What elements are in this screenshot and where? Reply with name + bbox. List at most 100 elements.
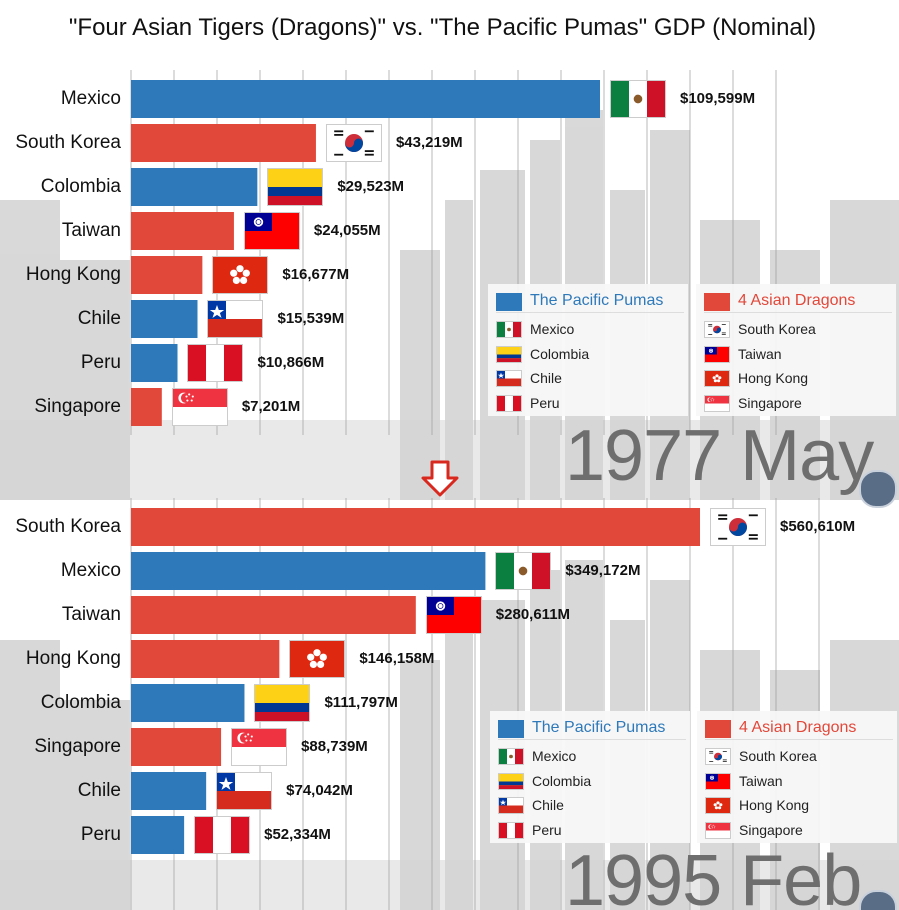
category-label-chile: Chile	[77, 780, 121, 801]
legend-swatch-dragons	[704, 293, 730, 311]
flag-singapore-icon	[231, 728, 288, 766]
legend-label: Hong Kong	[739, 797, 810, 813]
down-arrow-icon	[421, 460, 459, 497]
bar-taiwan	[131, 212, 234, 250]
bar-south-korea	[131, 124, 316, 162]
legend-item-mexico: Mexico	[496, 320, 686, 338]
chart-1977: Mexico $109,599M South Korea $43,219M Colomb…	[0, 70, 899, 508]
flag-peru-icon	[194, 816, 251, 854]
legend-item-hong-kong: Hong Kong	[704, 369, 894, 387]
category-label-hong-kong: Hong Kong	[25, 264, 121, 285]
flag-chile-icon	[498, 797, 524, 814]
category-label-taiwan: Taiwan	[61, 604, 121, 625]
legend-dragons: 4 Asian Dragons South Korea Taiwan Hong Ko…	[697, 711, 897, 843]
category-label-hong-kong: Hong Kong	[25, 648, 121, 669]
legend-label: Peru	[530, 394, 560, 411]
value-label-peru: $10,866M	[257, 354, 325, 371]
flag-mexico-icon	[495, 552, 552, 590]
bar-peru	[131, 344, 178, 382]
flag-mexico-icon	[610, 80, 666, 118]
flag-singapore-icon	[705, 821, 731, 839]
legend-pumas: The Pacific Pumas Mexico Colombia Chile Per…	[490, 711, 690, 843]
flag-colombia-icon	[498, 772, 524, 790]
bar-hong-kong	[131, 256, 203, 294]
bar-colombia	[131, 168, 258, 206]
legend-label: Chile	[530, 370, 562, 386]
flag-chile-icon	[207, 300, 264, 338]
flag-colombia-icon	[254, 684, 311, 722]
legend-title-dragons: 4 Asian Dragons	[738, 292, 856, 309]
category-label-mexico: Mexico	[60, 560, 121, 581]
flag-taiwan-icon	[243, 212, 300, 250]
legend-item-singapore: Singapore	[705, 821, 895, 839]
legend-dragons: 4 Asian Dragons South Korea Taiwan Hong Ko…	[696, 284, 896, 416]
legend-item-south-korea: South Korea	[705, 747, 895, 765]
category-label-singapore: Singapore	[34, 736, 121, 757]
legend-item-peru: Peru	[496, 394, 686, 412]
bar-hong-kong	[131, 640, 280, 678]
legend-item-south-korea: South Korea	[704, 320, 894, 338]
legend-label: Peru	[532, 821, 562, 838]
flag-colombia-icon	[496, 345, 522, 363]
bar-south-korea	[131, 508, 700, 546]
legend-label: Mexico	[532, 748, 577, 764]
value-label-peru: $52,334M	[264, 826, 331, 843]
flag-taiwan-icon	[425, 596, 482, 634]
value-label-taiwan: $280,611M	[495, 606, 571, 623]
legend-label: Taiwan	[739, 772, 783, 789]
bar-colombia	[131, 684, 245, 722]
value-label-taiwan: $24,055M	[313, 222, 381, 239]
chart-title: "Four Asian Tigers (Dragons)" vs. "The P…	[68, 14, 817, 41]
chart-1995: South Korea $560,610M Mexico $349,172M Taiwa…	[0, 498, 899, 910]
legend-title-dragons: 4 Asian Dragons	[739, 719, 857, 736]
flag-taiwan-icon	[705, 772, 731, 790]
value-label-chile: $15,539M	[277, 310, 345, 327]
legend-swatch-pumas	[496, 293, 522, 311]
bar-chile	[131, 772, 207, 810]
legend-label: Singapore	[738, 394, 802, 411]
flag-taiwan-icon	[704, 345, 730, 363]
legend-swatch-dragons	[705, 720, 731, 738]
legend-label: Colombia	[532, 772, 592, 789]
legend-item-taiwan: Taiwan	[705, 772, 895, 790]
bar-mexico	[131, 552, 486, 590]
legend-item-singapore: Singapore	[704, 394, 894, 412]
category-label-chile: Chile	[77, 308, 121, 329]
category-label-taiwan: Taiwan	[61, 220, 121, 241]
value-label-south-korea: $43,219M	[395, 134, 463, 151]
value-label-hong-kong: $16,677M	[282, 266, 350, 283]
flag-south-korea-icon	[710, 508, 766, 546]
category-label-peru: Peru	[80, 352, 121, 373]
legend-label: Colombia	[530, 345, 590, 362]
flag-singapore-icon	[704, 394, 730, 412]
category-label-mexico: Mexico	[60, 88, 121, 109]
flag-peru-icon	[496, 394, 522, 412]
legend-label: Hong Kong	[738, 370, 809, 386]
value-label-singapore: $7,201M	[241, 398, 301, 415]
legend-item-hong-kong: Hong Kong	[705, 796, 895, 814]
legend-label: South Korea	[739, 748, 817, 764]
legend-item-peru: Peru	[498, 821, 688, 839]
flag-chile-icon	[216, 772, 273, 810]
legend-item-chile: Chile	[496, 369, 686, 387]
legend-title-pumas: The Pacific Pumas	[532, 719, 666, 736]
value-label-singapore: $88,739M	[301, 738, 368, 755]
flag-peru-icon	[187, 344, 244, 382]
flag-south-korea-icon	[325, 124, 382, 162]
legend-label: South Korea	[738, 321, 816, 337]
value-label-colombia: $111,797M	[324, 694, 398, 711]
value-label-colombia: $29,523M	[337, 178, 405, 195]
legend-pumas: The Pacific Pumas Mexico Colombia Chile Per…	[488, 284, 688, 416]
legend-item-colombia: Colombia	[496, 345, 686, 363]
category-label-colombia: Colombia	[40, 692, 121, 713]
bar-taiwan	[131, 596, 416, 634]
value-label-chile: $74,042M	[286, 782, 353, 799]
bar-chile	[131, 300, 198, 338]
legend-label: Singapore	[739, 821, 803, 838]
value-label-south-korea: $560,610M	[780, 518, 856, 535]
category-label-colombia: Colombia	[40, 176, 121, 197]
flag-hong-kong-icon	[289, 640, 346, 678]
legend-title-pumas: The Pacific Pumas	[530, 292, 664, 309]
flag-colombia-icon	[267, 168, 324, 206]
